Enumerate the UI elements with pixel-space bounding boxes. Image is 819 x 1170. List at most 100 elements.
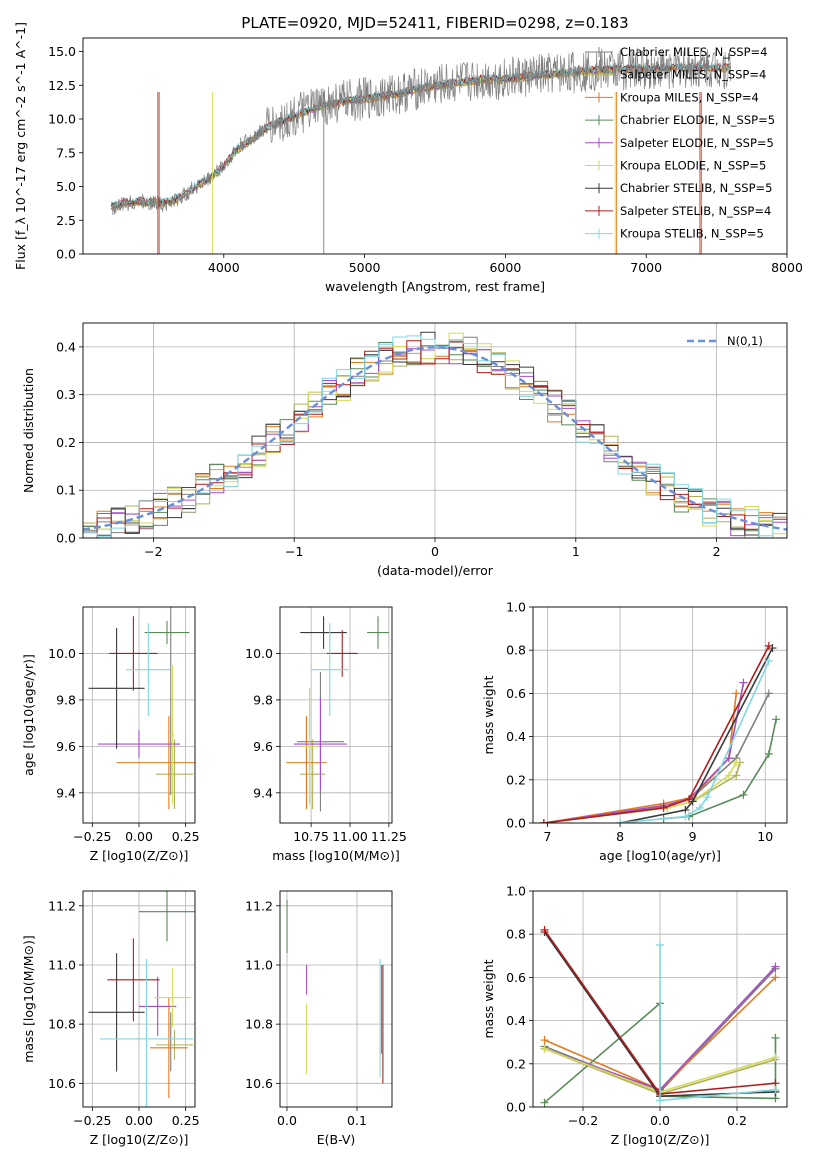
x-tick-label: −2: [144, 544, 162, 559]
axes-frame: [279, 606, 393, 824]
axes-frame: [82, 322, 788, 539]
y-tick-label: 10.8: [48, 1017, 76, 1032]
y-axis-label: age [log10(age/yr)]: [21, 654, 36, 776]
y-tick-label: 0.0: [56, 531, 76, 546]
x-tick-label: 11.00: [332, 829, 368, 844]
y-tick-label: 0.1: [56, 483, 76, 498]
legend-label: Kroupa MILES, N_SSP=4: [620, 90, 759, 104]
panel-age_vs_Z: −0.25 0.00 0.25 9.4 9.6 9.8 10.0 Z [log10(Z/Z⊙)…: [21, 606, 200, 863]
x-axis-label: wavelength [Angstrom, rest frame]: [325, 279, 545, 294]
legend-label: Kroupa ELODIE, N_SSP=5: [620, 159, 766, 173]
y-tick-label: 10.6: [48, 1076, 76, 1091]
plot-area: [286, 616, 389, 812]
mass-weight-marker: [724, 771, 733, 780]
x-tick-label: 0: [431, 544, 439, 559]
y-tick-label: 11.0: [48, 957, 76, 972]
mass-weight-marker: [540, 1098, 549, 1107]
legend-label: Chabrier MILES, N_SSP=4: [620, 45, 767, 59]
panel-mass_vs_EBV: 0.0 0.1 10.6 10.8 11.0 11.2 E(B-V): [245, 890, 393, 1147]
plot-area: [539, 641, 781, 823]
x-tick-label: −0.25: [73, 829, 111, 844]
y-tick-label: 0.0: [506, 1100, 526, 1115]
plot-area: [540, 925, 780, 1107]
mass-weight-marker: [764, 641, 773, 650]
mass-weight-marker: [732, 771, 741, 780]
mass-weight-marker: [656, 1096, 664, 1105]
mass-weight-marker: [771, 962, 780, 971]
x-tick-label: 1: [572, 544, 580, 559]
y-tick-label: 10.0: [245, 646, 273, 661]
residual-histogram-series: [83, 340, 787, 538]
mass-weight-marker: [540, 1036, 549, 1045]
x-axis-label: (data-model)/error: [377, 563, 494, 578]
y-tick-label: 9.6: [56, 739, 76, 754]
panel-massweight_vs_Z: −0.2 0.0 0.2 0.0 0.2 0.4 0.6 0.8 1.0 Z [log10(Z/Z…: [481, 884, 788, 1147]
mass-weight-marker: [771, 1085, 780, 1094]
mass-weight-series: [543, 762, 741, 823]
mass-weight-marker: [764, 749, 773, 758]
spectrum-data-line: [110, 46, 732, 216]
legend-label: Kroupa STELIB, N_SSP=5: [620, 227, 764, 241]
mass-weight-marker: [616, 819, 625, 823]
mass-weight-marker: [772, 715, 781, 724]
x-tick-label: 0.00: [125, 1113, 153, 1128]
mass-weight-marker: [659, 803, 668, 812]
y-tick-label: 1.0: [506, 600, 526, 615]
x-tick-label: 0.1: [347, 1113, 367, 1128]
x-tick-label: 0.2: [727, 1113, 747, 1128]
legend-label: N(0,1): [727, 334, 763, 348]
x-tick-label: −1: [285, 544, 303, 559]
x-tick-label: 0.25: [172, 1113, 200, 1128]
y-tick-label: 9.4: [253, 785, 273, 800]
mass-weight-marker: [540, 925, 549, 934]
y-tick-label: 0.2: [506, 772, 526, 787]
mass-weight-marker: [540, 1044, 549, 1053]
y-tick-label: 7.5: [56, 145, 76, 160]
x-tick-label: 0.0: [650, 1113, 670, 1128]
panel-age_vs_mass: 10.75 11.00 11.25 9.4 9.6 9.8 10.0 mass [log10(…: [245, 606, 407, 863]
y-tick-label: 12.5: [48, 78, 76, 93]
x-tick-label: −0.2: [568, 1113, 598, 1128]
plot-area: [83, 331, 787, 538]
x-tick-label: 5000: [349, 260, 381, 275]
x-tick-label: 10.75: [293, 829, 329, 844]
mass-weight-marker: [771, 1053, 780, 1062]
x-tick-label: 10: [757, 829, 773, 844]
mass-weight-marker: [539, 819, 548, 823]
x-tick-label: 0.00: [125, 829, 153, 844]
x-tick-label: 9: [689, 829, 697, 844]
axes-frame: [532, 890, 788, 1108]
legend-label: Chabrier STELIB, N_SSP=5: [620, 181, 772, 195]
plot-area: [110, 46, 732, 254]
mass-weight-marker: [656, 941, 664, 949]
x-axis-label: Z [log10(Z/Z⊙)]: [90, 1132, 189, 1147]
mass-weight-marker: [771, 973, 780, 982]
y-tick-label: 2.5: [56, 213, 76, 228]
plot-area: [88, 607, 195, 810]
y-tick-label: 0.6: [506, 970, 526, 985]
axes-frame: [82, 606, 196, 824]
y-tick-label: 10.6: [245, 1076, 273, 1091]
y-tick-label: 0.4: [506, 729, 526, 744]
y-tick-label: 0.2: [506, 1056, 526, 1071]
plot-area: [286, 899, 384, 1084]
y-tick-label: 11.2: [48, 898, 76, 913]
y-axis-label: mass weight: [481, 675, 496, 754]
mass-weight-marker: [764, 689, 773, 698]
mass-weight-marker: [695, 803, 704, 812]
mass-weight-series: [543, 645, 770, 823]
y-tick-label: 9.8: [56, 692, 76, 707]
legend-label: Salpeter ELODIE, N_SSP=5: [620, 136, 774, 150]
y-tick-label: 0.2: [56, 435, 76, 450]
y-tick-label: 5.0: [56, 179, 76, 194]
x-tick-label: 7: [544, 829, 552, 844]
spectrum-legend: Chabrier MILES, N_SSP=4 Salpeter MILES, N…: [585, 45, 775, 241]
y-axis-label: Flux [f_λ 10^-17 erg cm^-2 s^-1 A^-1]: [13, 22, 28, 270]
residual-histogram-series: [83, 332, 787, 535]
axes-frame: [82, 37, 788, 255]
y-tick-label: 11.0: [245, 957, 273, 972]
y-tick-label: 10.8: [245, 1017, 273, 1032]
x-tick-label: 11.25: [371, 829, 407, 844]
mass-weight-marker: [739, 790, 748, 799]
y-tick-label: 9.4: [56, 785, 76, 800]
